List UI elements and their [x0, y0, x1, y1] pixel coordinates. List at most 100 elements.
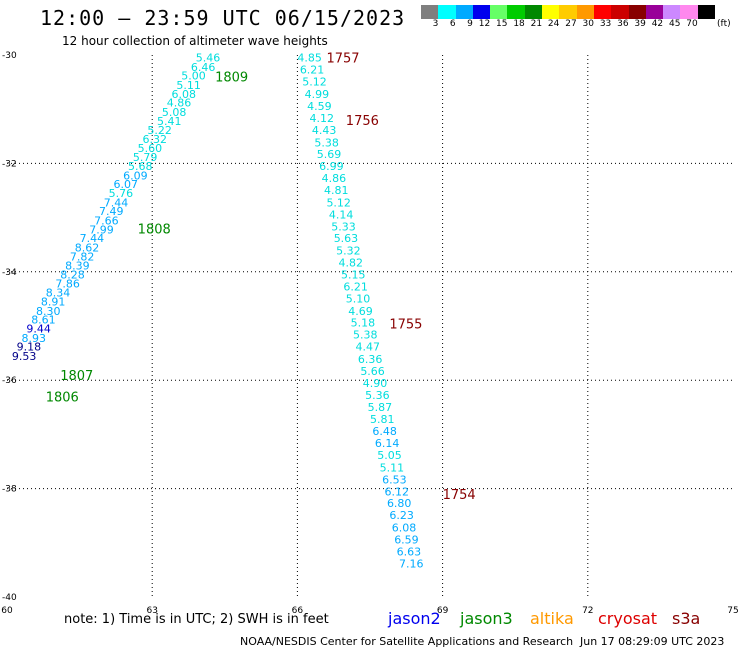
- legend-label: 21: [530, 19, 543, 29]
- credit-text: NOAA/NESDIS Center for Satellite Applica…: [240, 635, 574, 648]
- swh-value-label: 5.22: [147, 124, 172, 137]
- lon-tick-label: 60: [1, 606, 13, 616]
- legend-labels: 3 6 9 12 15 18 21 24 27 30 33 36 39 42 45 70 (ft): [421, 19, 731, 29]
- lat-tick-label: -30: [2, 51, 17, 61]
- swh-value-label: 5.76: [109, 187, 134, 200]
- swh-value-label: 8.30: [36, 305, 61, 318]
- page-title: 12:00 – 23:59 UTC 06/15/2023: [40, 6, 406, 30]
- legend-label: 12: [478, 19, 491, 29]
- swh-value-label: 4.86: [167, 97, 192, 110]
- swh-value-label: 5.12: [326, 196, 351, 209]
- swh-value-label: 8.28: [60, 269, 85, 282]
- swh-value-label: 5.12: [302, 76, 327, 89]
- swh-value-label: 6.21: [343, 280, 368, 293]
- swh-value-label: 9.44: [26, 323, 51, 336]
- swh-value-label: 5.08: [162, 106, 187, 119]
- swh-value-label: 5.66: [360, 365, 385, 378]
- legend-swatches: [421, 5, 731, 19]
- legend-swatch: [524, 5, 543, 19]
- swh-value-label: 8.34: [46, 286, 71, 299]
- swh-value-label: 8.39: [65, 259, 90, 272]
- lat-tick-label: -36: [2, 376, 17, 386]
- legend-label: 3: [432, 19, 439, 29]
- swh-value-label: 5.38: [353, 329, 378, 342]
- swh-value-label: 5.15: [341, 269, 366, 282]
- swh-value-label: 6.36: [358, 353, 383, 366]
- swh-value-label: 5.81: [370, 413, 395, 426]
- swh-value-label: 6.21: [300, 64, 325, 77]
- legend-label: 6: [449, 19, 456, 29]
- swh-value-label: 5.05: [377, 449, 402, 462]
- legend-label: 45: [669, 19, 681, 29]
- swh-value-label: 4.14: [329, 208, 354, 221]
- swh-value-label: 5.68: [128, 160, 153, 173]
- swh-value-label: 4.86: [322, 172, 347, 185]
- pass-time-label: 1808: [138, 222, 171, 237]
- lat-tick-label: -34: [2, 268, 17, 278]
- swh-value-label: 6.32: [143, 133, 168, 146]
- pass-time-label: 1756: [346, 114, 379, 129]
- pass-time-label: 1757: [326, 52, 359, 67]
- swh-value-label: 4.47: [355, 341, 380, 354]
- swh-value-label: 6.07: [113, 178, 138, 191]
- swh-value-label: 4.59: [307, 100, 332, 113]
- legend-swatch: [593, 5, 612, 19]
- legend-swatch: [542, 5, 560, 19]
- swh-value-label: 7.86: [55, 278, 80, 291]
- swh-value-label: 4.69: [348, 305, 373, 318]
- swh-value-label: 5.69: [317, 148, 342, 161]
- swh-value-label: 5.18: [351, 317, 376, 330]
- satellite-label-s3a: s3a: [672, 609, 701, 628]
- footer-note: note: 1) Time is in UTC; 2) SWH is in fe…: [64, 612, 329, 627]
- swh-value-label: 5.33: [331, 220, 356, 233]
- legend-label: 18: [513, 19, 525, 29]
- legend-swatch: [576, 5, 594, 19]
- legend-swatch: [680, 5, 698, 19]
- swh-value-label: 4.81: [324, 184, 349, 197]
- lon-tick-label: 72: [582, 606, 593, 616]
- swh-value-label: 6.14: [375, 437, 400, 450]
- lon-tick-label: 63: [146, 606, 157, 616]
- swh-value-label: 6.08: [172, 88, 197, 101]
- swh-value-label: 9.18: [17, 341, 42, 354]
- swh-value-label: 5.11: [380, 461, 405, 474]
- swh-value-label: 6.48: [372, 425, 397, 438]
- legend-swatch: [628, 5, 646, 19]
- swh-value-label: 4.90: [363, 377, 388, 390]
- legend-label: 15: [496, 19, 508, 29]
- legend-swatch: [421, 5, 439, 19]
- swh-value-label: 4.12: [310, 112, 335, 125]
- swh-value-label: 6.63: [397, 545, 422, 558]
- swh-value-label: 7.82: [70, 251, 95, 264]
- legend-swatch: [507, 5, 525, 19]
- swh-value-label: 5.79: [133, 151, 158, 164]
- legend-unit: (ft): [717, 19, 731, 29]
- legend-swatch: [490, 5, 508, 19]
- swh-value-label: 6.09: [123, 169, 148, 182]
- swh-value-label: 8.91: [41, 296, 66, 309]
- swh-value-label: 9.53: [12, 350, 37, 363]
- swh-value-label: 8.93: [22, 332, 47, 345]
- timestamp-text: Jun 17 08:29:09 UTC 2023: [580, 635, 725, 648]
- legend-swatch: [472, 5, 491, 19]
- legend-swatch: [455, 5, 473, 19]
- legend-label: 70: [686, 19, 698, 29]
- swh-value-label: 4.99: [305, 88, 330, 101]
- legend-swatch: [697, 5, 716, 19]
- legend-swatch: [438, 5, 456, 19]
- swh-value-label: 7.49: [99, 205, 124, 218]
- lon-tick-label: 75: [727, 606, 738, 616]
- swh-value-label: 5.32: [336, 245, 361, 258]
- swh-value-label: 5.00: [181, 70, 206, 83]
- swh-value-label: 6.59: [394, 534, 419, 547]
- legend-label: 9: [467, 19, 473, 29]
- legend-label: 33: [599, 19, 612, 29]
- swh-value-label: 6.23: [389, 509, 414, 522]
- swh-value-label: 4.85: [297, 52, 322, 65]
- legend-label: 30: [582, 19, 594, 29]
- swh-value-label: 7.44: [80, 232, 105, 245]
- page-subtitle: 12 hour collection of altimeter wave hei…: [62, 34, 328, 48]
- pass-time-label: 1806: [46, 390, 79, 405]
- swh-value-label: 4.43: [312, 124, 337, 137]
